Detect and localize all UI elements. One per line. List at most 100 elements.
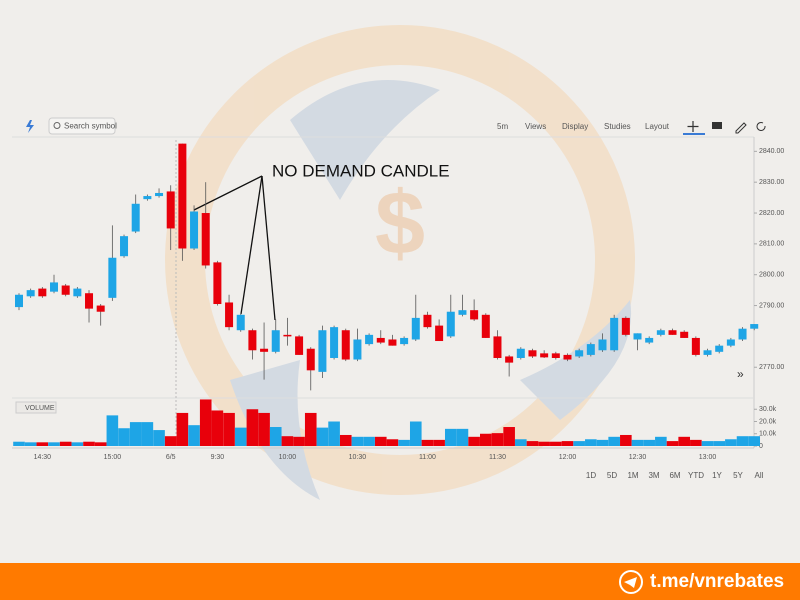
volume-bar xyxy=(491,433,504,446)
volume-bar xyxy=(433,439,445,446)
range-button[interactable]: 1D xyxy=(586,471,596,480)
volume-bar xyxy=(269,427,282,446)
candle-body xyxy=(201,213,210,266)
draw-icon[interactable] xyxy=(735,122,747,134)
x-tick-label: 6/5 xyxy=(166,454,176,461)
range-button[interactable]: 6M xyxy=(669,471,680,480)
volume-bar xyxy=(678,436,690,446)
candle-body xyxy=(376,337,385,343)
watermark: $ xyxy=(165,25,635,500)
volume-bar xyxy=(71,442,84,446)
candle-body xyxy=(610,317,619,351)
candle-body xyxy=(306,348,315,371)
candle-body xyxy=(516,348,525,358)
search-box[interactable] xyxy=(48,117,116,135)
y-tick-label: 2800.00 xyxy=(759,272,784,279)
candle-body xyxy=(505,356,514,363)
volume-bar xyxy=(620,434,632,446)
candle-body xyxy=(458,310,467,315)
volume-bar xyxy=(573,441,585,446)
volume-bar xyxy=(374,436,387,446)
candle-body xyxy=(283,334,292,337)
candle-body xyxy=(575,350,584,357)
y2-tick-label: 10.0k xyxy=(759,431,777,438)
menu[interactable]: Views xyxy=(525,122,546,131)
menu[interactable]: Layout xyxy=(645,122,670,131)
volume-bar xyxy=(36,442,49,446)
telegram-icon[interactable] xyxy=(619,570,643,594)
volume-bar xyxy=(339,434,352,446)
candle-body xyxy=(621,317,630,335)
x-tick-label: 15:00 xyxy=(104,454,122,461)
watermark-ring xyxy=(165,25,635,495)
range-button[interactable]: 3M xyxy=(648,471,659,480)
footer-bar xyxy=(0,563,800,600)
candle-body xyxy=(668,330,677,335)
x-tick-label: 11:30 xyxy=(489,454,506,461)
candle-body xyxy=(656,330,665,335)
candle-body xyxy=(715,345,724,352)
y-tick-label: 2820.00 xyxy=(759,210,784,217)
candle-body xyxy=(365,334,374,345)
range-button[interactable]: YTD xyxy=(688,471,704,480)
range-button[interactable]: All xyxy=(755,471,764,480)
candle-body xyxy=(691,337,700,355)
y-tick-label: 2810.00 xyxy=(759,241,784,248)
watermark-leaf xyxy=(290,80,440,200)
x-tick-label: 12:30 xyxy=(629,454,647,461)
lightning-icon[interactable] xyxy=(26,120,34,133)
volume-bar xyxy=(468,436,480,446)
volume-bar xyxy=(188,425,200,446)
candle-body xyxy=(260,348,269,352)
volume-bar xyxy=(386,439,399,446)
candle-body xyxy=(166,191,175,229)
volume-bar xyxy=(480,433,492,446)
candle-body xyxy=(481,314,490,338)
x-tick-label: 12:00 xyxy=(559,454,577,461)
volume-bar xyxy=(725,439,737,446)
volume-bar xyxy=(94,442,107,446)
interval[interactable]: 5m xyxy=(497,122,508,131)
range-button[interactable]: 1M xyxy=(627,471,638,480)
y-tick-label: 2790.00 xyxy=(759,302,784,309)
arrow xyxy=(240,175,263,315)
candle-body xyxy=(703,350,712,355)
volume-bar xyxy=(13,441,25,446)
menu[interactable]: Studies xyxy=(604,122,631,131)
reset-icon[interactable] xyxy=(756,122,766,131)
volume-bar xyxy=(164,436,177,446)
volume-label: VOLUME xyxy=(25,405,55,412)
watermark-leaf xyxy=(520,300,632,420)
volume-bar xyxy=(106,415,119,446)
volume-bar xyxy=(304,412,317,446)
annotation: NO DEMAND CANDLE xyxy=(272,161,450,180)
candle-body xyxy=(50,282,59,292)
candle-body xyxy=(738,328,747,340)
range-button[interactable]: 5Y xyxy=(733,471,743,480)
background xyxy=(0,0,800,563)
volume-bar xyxy=(24,442,37,446)
range-button[interactable]: 5D xyxy=(607,471,617,480)
candle-body xyxy=(435,325,444,342)
crosshair-button[interactable] xyxy=(687,121,699,132)
range-button[interactable]: 1Y xyxy=(712,471,722,480)
candle-body xyxy=(400,337,409,345)
volume-bar xyxy=(748,436,761,446)
volume-bar xyxy=(199,399,212,446)
menu[interactable]: Display xyxy=(562,122,588,131)
volume-bar xyxy=(176,412,189,446)
volume-bar xyxy=(234,427,247,446)
candle-body xyxy=(61,285,70,295)
chat-icon[interactable] xyxy=(712,122,722,129)
candle-body xyxy=(528,350,537,357)
y2-tick-label: 30.0k xyxy=(759,406,777,413)
footer-link[interactable]: t.me/vnrebates xyxy=(650,571,784,592)
scroll-button[interactable]: » xyxy=(737,367,744,381)
volume-bar xyxy=(666,441,679,446)
candle-body xyxy=(388,339,397,346)
volume-bar xyxy=(351,436,364,446)
x-tick-label: 13:00 xyxy=(699,454,717,461)
volume-bar xyxy=(550,441,562,446)
volume-bar xyxy=(526,441,539,446)
